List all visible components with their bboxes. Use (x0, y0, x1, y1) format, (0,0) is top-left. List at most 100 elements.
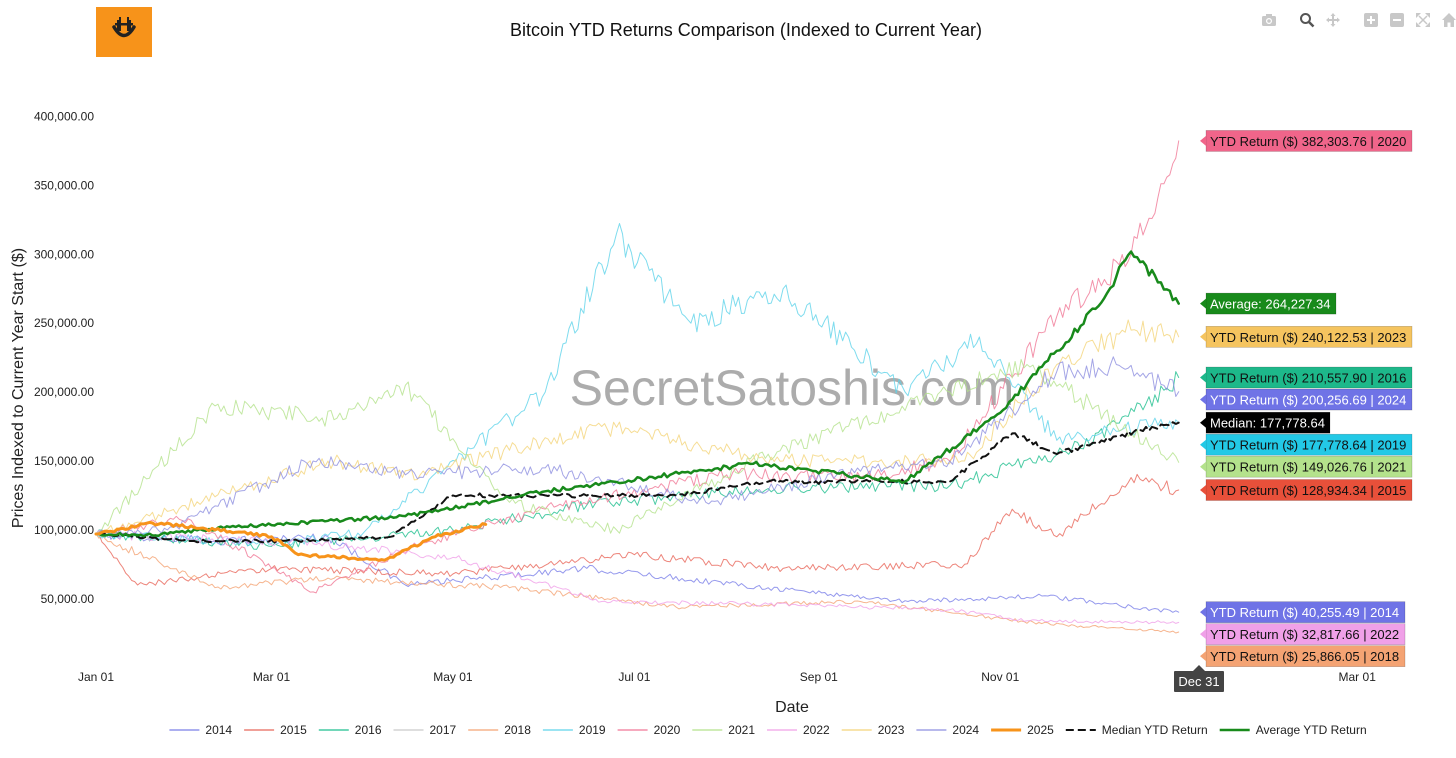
end-value-tag-pointer (1200, 331, 1206, 342)
series-line-2023[interactable] (95, 319, 1180, 535)
legend-label: 2016 (355, 723, 382, 737)
x-tick-label: Mar 01 (1339, 670, 1377, 684)
autoscale-icon[interactable] (1412, 10, 1434, 30)
legend-item[interactable]: 2018 (468, 723, 531, 737)
legend-label: 2018 (504, 723, 531, 737)
legend-label: 2021 (728, 723, 755, 737)
y-axis-title: Prices Indexed to Current Year Start ($) (10, 248, 27, 528)
legend-label: 2024 (952, 723, 979, 737)
legend-label: 2025 (1027, 723, 1054, 737)
end-value-tag: YTD Return ($) 149,026.76 | 2021 (1200, 455, 1413, 478)
series-line-2025[interactable] (94, 520, 488, 562)
end-value-tag-text: YTD Return ($) 32,817.66 | 2022 (1210, 627, 1399, 642)
brand-logo[interactable] (96, 7, 152, 57)
end-value-tag-text: YTD Return ($) 210,557.90 | 2016 (1210, 371, 1406, 386)
end-value-tag: YTD Return ($) 128,934.34 | 2015 (1200, 479, 1413, 501)
series-line-2022[interactable] (95, 529, 1180, 625)
legend-item[interactable]: 2024 (916, 723, 979, 737)
y-tick-label: 150,000.00 (34, 454, 94, 468)
x-tick-label: Sep 01 (800, 670, 838, 684)
series-line-2014[interactable] (95, 530, 1180, 613)
end-value-tag-text: YTD Return ($) 149,026.76 | 2021 (1210, 460, 1406, 475)
end-value-tag-pointer (1200, 372, 1206, 383)
reset-axes-icon[interactable] (1438, 10, 1456, 30)
end-value-tag-text: YTD Return ($) 382,303.76 | 2020 (1210, 134, 1406, 149)
legend-label: Median YTD Return (1102, 723, 1208, 737)
x-axis: Jan 01 Mar 01 May 01 Jul 01 Sep 01 Nov 01 Mar … (78, 670, 1376, 684)
end-value-tag: YTD Return ($) 210,557.90 | 2016 (1200, 366, 1413, 389)
y-tick-label: 250,000.00 (34, 316, 94, 330)
legend-item[interactable]: 2023 (841, 723, 905, 737)
y-tick-label: 200,000.00 (34, 385, 94, 399)
zoom-icon[interactable] (1296, 10, 1318, 30)
legend-item[interactable]: 2020 (617, 723, 681, 737)
end-value-tag-text: YTD Return ($) 200,256.69 | 2024 (1210, 393, 1406, 408)
end-value-tag-pointer (1200, 607, 1206, 618)
legend-item[interactable]: Median YTD Return (1065, 723, 1208, 737)
y-tick-label: 300,000.00 (34, 247, 94, 261)
zoom-in-icon[interactable] (1360, 10, 1382, 30)
series-line-2021[interactable] (95, 358, 1180, 535)
end-value-tag-pointer (1200, 417, 1206, 428)
series-layer (94, 140, 1180, 634)
end-value-tag: YTD Return ($) 200,256.69 | 2024 (1200, 388, 1413, 411)
end-value-tag: Median: 177,778.64 (1200, 411, 1331, 434)
end-value-tag-pointer (1200, 135, 1206, 146)
legend-item[interactable]: 2021 (692, 723, 755, 737)
legend-label: 2022 (803, 723, 830, 737)
end-value-tag: YTD Return ($) 240,122.53 | 2023 (1200, 326, 1413, 348)
legend-item[interactable]: 2017 (393, 723, 457, 737)
end-value-tag-text: Average: 264,227.34 (1210, 297, 1330, 312)
pan-icon[interactable] (1322, 10, 1344, 30)
legend-label: 2023 (878, 723, 905, 737)
series-line-2024[interactable] (95, 356, 1180, 538)
legend-item[interactable]: 2016 (318, 723, 382, 737)
zoom-out-icon[interactable] (1386, 10, 1408, 30)
x-tick-label: May 01 (433, 670, 473, 684)
series-line-2015[interactable] (95, 473, 1180, 586)
series-line-2018[interactable] (95, 532, 1180, 634)
end-value-tag-text: YTD Return ($) 128,934.34 | 2015 (1210, 483, 1406, 498)
legend-item[interactable]: 2014 (169, 723, 232, 737)
legend-label: 2015 (280, 723, 307, 737)
legend-label: 2014 (205, 723, 232, 737)
legend-label: 2017 (430, 723, 457, 737)
end-value-tags: YTD Return ($) 382,303.76 | 2020 Average:… (1200, 130, 1413, 667)
end-value-tag-pointer (1200, 651, 1206, 662)
series-line-2016[interactable] (95, 371, 1180, 550)
legend-item[interactable]: 2015 (244, 723, 307, 737)
legend-item[interactable]: 2025 (991, 723, 1054, 737)
legend-item[interactable]: Average YTD Return (1219, 723, 1367, 737)
x-tick-label: Jul 01 (618, 670, 650, 684)
legend-item[interactable]: 2019 (542, 723, 606, 737)
hover-x-label-pointer (1193, 665, 1205, 671)
end-value-tag-text: Median: 177,778.64 (1210, 416, 1325, 431)
watermark-text: SecretSatoshis.com (570, 360, 1015, 416)
end-value-tag: YTD Return ($) 25,866.05 | 2018 (1200, 645, 1406, 667)
end-value-tag: YTD Return ($) 40,255.49 | 2014 (1200, 601, 1406, 623)
legend-label: Average YTD Return (1256, 723, 1367, 737)
legend-item[interactable]: 2022 (767, 723, 830, 737)
end-value-tag-pointer (1200, 629, 1206, 640)
end-value-tag-text: YTD Return ($) 25,866.05 | 2018 (1210, 649, 1399, 664)
hover-x-label-box (1174, 671, 1224, 692)
end-value-tag: Average: 264,227.34 (1200, 292, 1337, 315)
end-value-tag: YTD Return ($) 32,817.66 | 2022 (1200, 623, 1406, 645)
y-tick-label: 400,000.00 (34, 110, 94, 124)
series-line-average-ytd-return[interactable] (94, 250, 1180, 538)
chart-title: Bitcoin YTD Returns Comparison (Indexed … (510, 20, 982, 40)
series-line-median-ytd-return[interactable] (95, 421, 1180, 544)
y-tick-label: 50,000.00 (41, 592, 95, 606)
legend-label: 2019 (579, 723, 606, 737)
chart-legend: 2014 2015 2016 2017 2018 2019 2020 2021 2022 2023… (169, 723, 1367, 737)
legend-label: 2020 (654, 723, 681, 737)
end-value-tag-text: YTD Return ($) 40,255.49 | 2014 (1210, 605, 1399, 620)
camera-icon[interactable] (1258, 10, 1280, 30)
end-value-tag-pointer (1200, 394, 1206, 405)
hover-x-label: Dec 31 (1178, 674, 1219, 689)
end-value-tag: YTD Return ($) 177,778.64 | 2019 (1200, 433, 1413, 456)
y-tick-label: 350,000.00 (34, 178, 94, 192)
bitcoin-smile-icon (112, 17, 136, 38)
